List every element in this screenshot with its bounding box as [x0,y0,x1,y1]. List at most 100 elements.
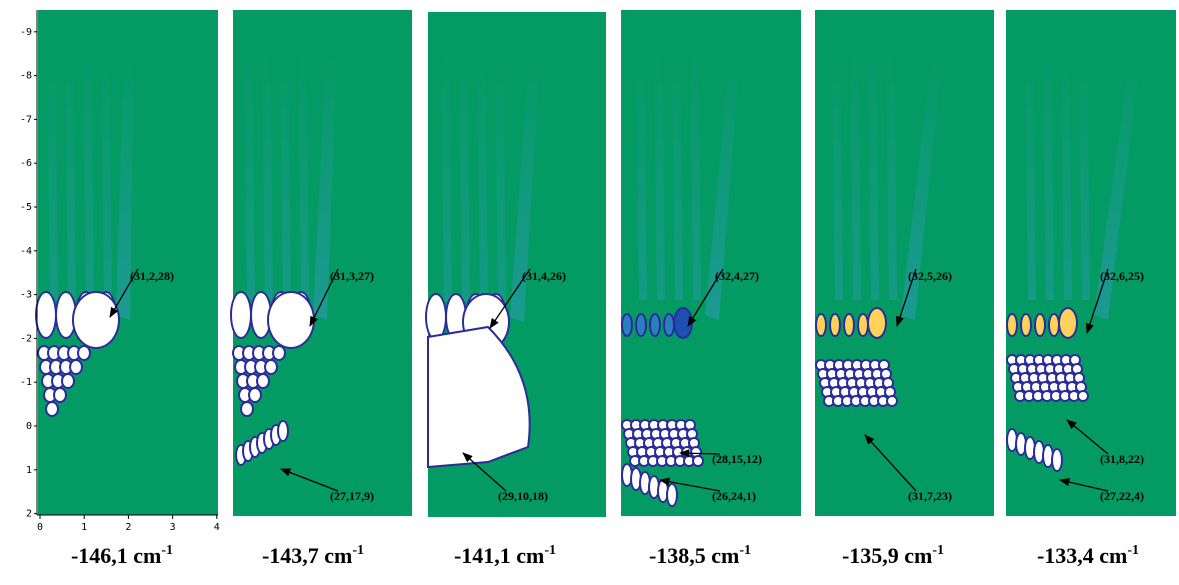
density-lobe [1077,383,1085,391]
streak [459,37,470,302]
caption-text: -133,4 cm [1037,543,1127,568]
density-lobe [1008,430,1016,450]
density-lobe [1017,434,1025,454]
density-lobe [638,448,646,456]
density-lobe [1053,356,1061,364]
density-lobe [1021,374,1029,382]
density-lobe [880,361,888,369]
density-lobe [1010,365,1018,373]
density-lobe [641,473,649,493]
streak [832,35,843,300]
density-core [427,325,531,469]
arrow [1058,478,1109,492]
y-tick-label: -5 [20,202,32,213]
density-lobe [53,375,63,387]
density-lobe [39,347,49,359]
density-lobe [1053,450,1061,470]
state-label: (31,3,27) [330,269,374,283]
density-lobe [676,457,684,465]
density-lobe [269,293,313,347]
density-lobe [871,361,879,369]
density-lobe [859,315,867,335]
caption: -135,9 cm-1 [842,543,944,568]
density-lobe [254,347,264,359]
density-lobe [677,421,685,429]
density-lobe [674,448,682,456]
streak [477,37,488,302]
state-label: (31,2,28) [130,269,174,283]
density-lobe [843,397,851,405]
density-lobe [841,388,849,396]
caption-superscript: -1 [544,543,556,558]
density-lobe [659,421,667,429]
density-lobe [882,370,890,378]
y-tick-label: 2 [26,509,32,520]
arrow [309,268,339,327]
density-lobe [848,379,856,387]
density-lobe [658,457,666,465]
density-lobe [825,397,833,405]
density-lobe [61,361,71,373]
density-lobe [623,421,631,429]
density-lobe [846,370,854,378]
density-lobe [1044,356,1052,364]
density-lobe [665,448,673,456]
density-lobe [1048,374,1056,382]
x-tick-label: 2 [125,522,131,533]
state-label: (29,10,18) [498,489,548,503]
density-lobe [1064,365,1072,373]
density-lobe [1026,438,1034,458]
state-label: (27,22,4) [1100,489,1144,503]
arrow [462,452,507,492]
density-lobe [1055,365,1063,373]
density-lobe [675,309,691,337]
density-lobe [244,347,254,359]
density-lobe [74,293,118,347]
density-lobe [888,397,896,405]
density-lobe [819,370,827,378]
streak [1094,45,1142,320]
density-lobe [634,430,642,438]
density-lobe [274,347,284,359]
density-lobe [1023,383,1031,391]
density-lobe [656,448,664,456]
streak [101,35,112,300]
density-lobe [234,347,244,359]
density-lobe [661,430,669,438]
density-lobe [632,469,640,489]
density-lobe [59,347,69,359]
density-lobe [248,375,258,387]
caption-superscript: -1 [1127,543,1139,558]
density-lobe [637,315,645,335]
density-lobe [643,430,651,438]
density-lobe [264,347,274,359]
density-lobe [1012,374,1020,382]
density-lobe [850,388,858,396]
density-lobe [427,295,445,339]
density-lobe [688,430,696,438]
density-lobe [1008,315,1016,335]
density-lobe [828,370,836,378]
density-lobe [852,397,860,405]
streak [262,35,273,300]
arrow [687,268,724,327]
x-tick-label: 1 [81,522,87,533]
density-lobe [1073,365,1081,373]
caption-text: -143,7 cm [262,543,352,568]
streak [244,35,255,300]
y-tick-label: -6 [20,158,32,169]
streak [886,35,897,300]
x-tick-label: 3 [170,522,176,533]
y-tick-label: -4 [20,246,32,257]
streak [313,45,337,320]
caption-superscript: -1 [739,543,751,558]
streak [901,45,943,320]
density-lobe [694,457,702,465]
streak [1025,35,1036,300]
density-lobe [665,315,673,335]
density-lobe [1008,356,1016,364]
density-lobe [645,439,653,447]
density-lobe [672,439,680,447]
density-lobe [279,422,287,440]
density-lobe [1025,392,1033,400]
